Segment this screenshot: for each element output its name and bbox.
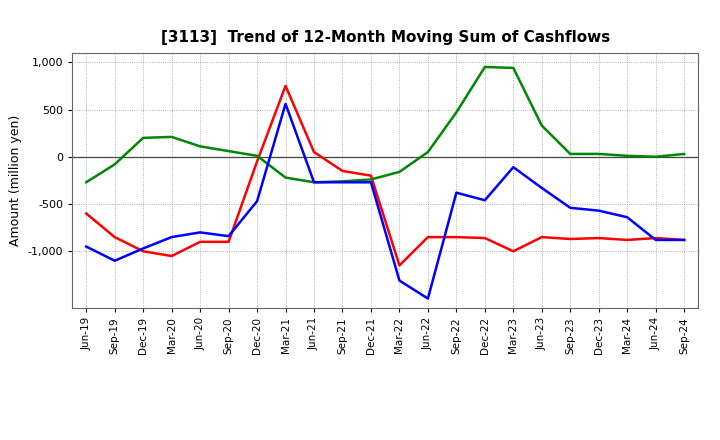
Free Cashflow — [139, 246, 148, 251]
Free Cashflow — [253, 198, 261, 204]
Investing Cashflow — [139, 135, 148, 140]
Investing Cashflow — [167, 134, 176, 139]
Free Cashflow — [167, 235, 176, 240]
Operating Cashflow — [423, 235, 432, 240]
Operating Cashflow — [310, 150, 318, 155]
Investing Cashflow — [680, 151, 688, 157]
Investing Cashflow — [253, 153, 261, 158]
Free Cashflow — [680, 237, 688, 242]
Operating Cashflow — [452, 235, 461, 240]
Investing Cashflow — [566, 151, 575, 157]
Operating Cashflow — [566, 236, 575, 242]
Operating Cashflow — [480, 235, 489, 241]
Operating Cashflow — [167, 253, 176, 259]
Free Cashflow — [366, 180, 375, 185]
Investing Cashflow — [509, 65, 518, 70]
Investing Cashflow — [225, 148, 233, 154]
Operating Cashflow — [652, 235, 660, 241]
Investing Cashflow — [282, 175, 290, 180]
Investing Cashflow — [652, 154, 660, 159]
Operating Cashflow — [623, 237, 631, 242]
Free Cashflow — [509, 165, 518, 170]
Operating Cashflow — [253, 159, 261, 164]
Operating Cashflow — [595, 235, 603, 241]
Line: Free Cashflow: Free Cashflow — [86, 104, 684, 299]
Operating Cashflow — [537, 235, 546, 240]
Free Cashflow — [82, 244, 91, 249]
Free Cashflow — [566, 205, 575, 210]
Free Cashflow — [395, 278, 404, 283]
Title: [3113]  Trend of 12-Month Moving Sum of Cashflows: [3113] Trend of 12-Month Moving Sum of C… — [161, 29, 610, 45]
Free Cashflow — [652, 237, 660, 242]
Operating Cashflow — [139, 249, 148, 254]
Investing Cashflow — [423, 150, 432, 155]
Investing Cashflow — [452, 110, 461, 115]
Operating Cashflow — [82, 211, 91, 216]
Operating Cashflow — [225, 239, 233, 245]
Investing Cashflow — [480, 64, 489, 70]
Investing Cashflow — [82, 180, 91, 185]
Free Cashflow — [310, 180, 318, 185]
Investing Cashflow — [338, 179, 347, 184]
Operating Cashflow — [110, 235, 119, 240]
Free Cashflow — [452, 190, 461, 195]
Free Cashflow — [196, 230, 204, 235]
Investing Cashflow — [366, 177, 375, 182]
Investing Cashflow — [623, 153, 631, 158]
Free Cashflow — [423, 296, 432, 301]
Free Cashflow — [282, 101, 290, 106]
Free Cashflow — [480, 198, 489, 203]
Free Cashflow — [595, 208, 603, 213]
Operating Cashflow — [196, 239, 204, 245]
Operating Cashflow — [680, 237, 688, 242]
Investing Cashflow — [110, 161, 119, 167]
Free Cashflow — [225, 234, 233, 239]
Investing Cashflow — [395, 169, 404, 175]
Operating Cashflow — [395, 263, 404, 268]
Free Cashflow — [338, 180, 347, 185]
Operating Cashflow — [282, 83, 290, 88]
Investing Cashflow — [537, 123, 546, 128]
Investing Cashflow — [595, 151, 603, 157]
Operating Cashflow — [338, 169, 347, 174]
Operating Cashflow — [366, 173, 375, 178]
Free Cashflow — [110, 258, 119, 264]
Operating Cashflow — [509, 249, 518, 254]
Investing Cashflow — [310, 180, 318, 185]
Investing Cashflow — [196, 144, 204, 149]
Free Cashflow — [537, 185, 546, 191]
Y-axis label: Amount (million yen): Amount (million yen) — [9, 115, 22, 246]
Free Cashflow — [623, 215, 631, 220]
Line: Operating Cashflow: Operating Cashflow — [86, 86, 684, 265]
Line: Investing Cashflow: Investing Cashflow — [86, 67, 684, 182]
